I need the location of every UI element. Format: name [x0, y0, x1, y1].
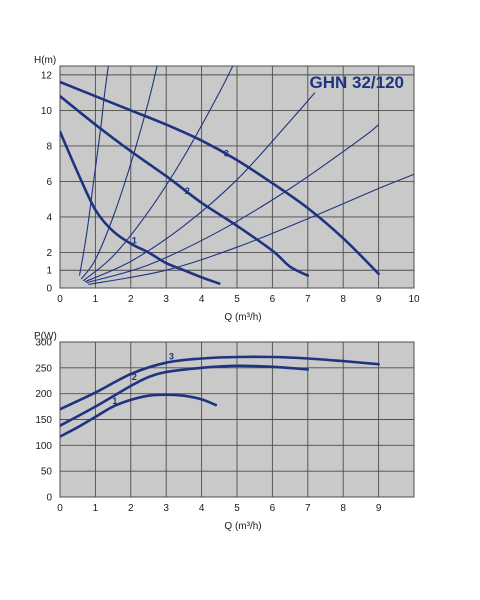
y-tick-label: 12 — [41, 70, 53, 81]
power-x-ticks: 0 1 2 3 4 5 6 7 8 9 — [57, 503, 382, 514]
y-tick-label: 0 — [46, 493, 52, 504]
x-tick-label: 3 — [163, 503, 169, 514]
x-tick-label: 3 — [163, 294, 169, 305]
head-y-axis-label: H(m) — [34, 55, 56, 66]
y-tick-label: 0 — [46, 284, 52, 295]
system-curve — [86, 124, 379, 284]
x-tick-label: 9 — [376, 503, 382, 514]
system-curve — [80, 66, 158, 280]
y-tick-label: 8 — [46, 141, 52, 152]
system-curve — [82, 66, 234, 282]
y-tick-label: 4 — [46, 212, 52, 223]
system-curve — [78, 66, 109, 276]
model-title: GHN 32/120 — [310, 73, 405, 92]
curve-1 — [60, 130, 221, 285]
curve-label-1: 1 — [112, 396, 117, 406]
x-tick-label: 8 — [340, 503, 346, 514]
y-tick-label: 1 — [46, 266, 52, 277]
x-tick-label: 6 — [270, 294, 276, 305]
x-tick-label: 2 — [128, 503, 134, 514]
x-tick-label: 8 — [340, 294, 346, 305]
y-tick-label: 2 — [46, 248, 52, 259]
power-y-axis-label: P(W) — [34, 331, 57, 342]
x-tick-label: 5 — [234, 294, 240, 305]
head-x-ticks: 0 1 2 3 4 5 6 7 8 9 10 — [57, 294, 420, 305]
y-tick-label: 10 — [41, 106, 53, 117]
curve-label-3: 3 — [224, 149, 229, 159]
x-tick-label: 1 — [93, 294, 99, 305]
curve-label-2: 2 — [132, 372, 137, 382]
y-tick-label: 200 — [35, 389, 52, 400]
x-tick-label: 0 — [57, 503, 63, 514]
curve-2 — [60, 364, 310, 427]
x-tick-label: 0 — [57, 294, 63, 305]
power-series — [60, 355, 380, 438]
y-tick-label: 100 — [35, 441, 52, 452]
curve-label-1: 1 — [132, 236, 137, 246]
power-x-axis-label: Q (m³/h) — [224, 521, 261, 532]
curve-1 — [60, 393, 218, 438]
x-tick-label: 10 — [408, 294, 420, 305]
power-chart: 0 1 2 3 4 5 6 7 8 9 0 50 100 150 200 250 300 P(W) Q (m³… — [34, 331, 415, 532]
x-tick-label: 7 — [305, 294, 311, 305]
curve-label-3: 3 — [169, 352, 174, 362]
y-tick-label: 250 — [35, 363, 52, 374]
x-tick-label: 4 — [199, 503, 205, 514]
x-tick-label: 2 — [128, 294, 134, 305]
curve-2 — [60, 94, 310, 277]
system-curve — [84, 92, 316, 283]
head-x-axis-label: Q (m³/h) — [224, 312, 261, 323]
y-tick-label: 150 — [35, 415, 52, 426]
head-series — [60, 80, 380, 285]
x-tick-label: 5 — [234, 503, 240, 514]
curve-3 — [60, 80, 380, 276]
curve-3 — [60, 355, 380, 411]
y-tick-label: 300 — [35, 338, 52, 349]
y-tick-label: 50 — [41, 467, 53, 478]
head-system-curves — [78, 66, 414, 285]
system-curve — [88, 173, 414, 285]
x-tick-label: 7 — [305, 503, 311, 514]
curve-label-2: 2 — [185, 186, 190, 196]
x-tick-label: 9 — [376, 294, 382, 305]
power-y-ticks: 0 50 100 150 200 250 300 — [35, 338, 52, 504]
x-tick-label: 1 — [93, 503, 99, 514]
y-tick-label: 6 — [46, 177, 52, 188]
x-tick-label: 6 — [270, 503, 276, 514]
x-tick-label: 4 — [199, 294, 205, 305]
